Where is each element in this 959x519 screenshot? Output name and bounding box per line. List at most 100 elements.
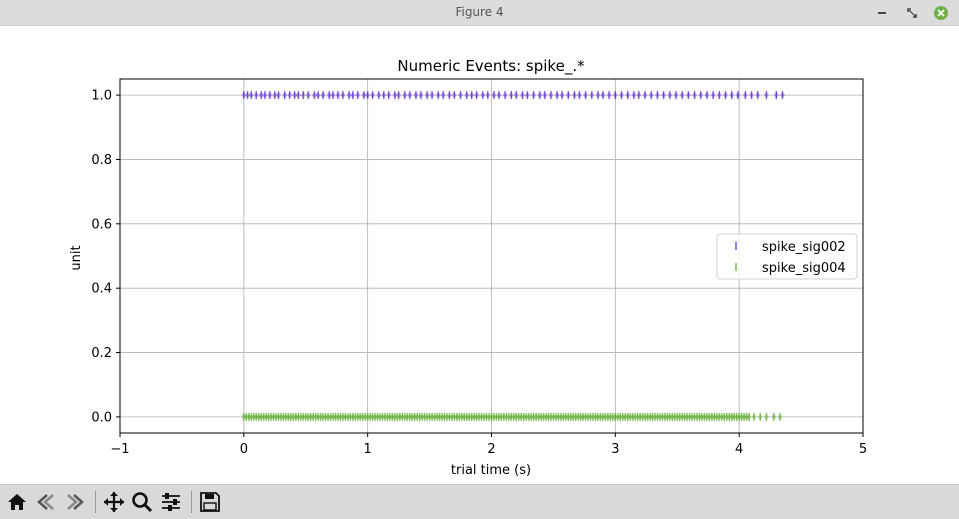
data-point-dot	[298, 414, 303, 420]
data-point-dot	[286, 414, 291, 420]
data-point-dot	[662, 414, 668, 420]
data-point-dot	[276, 92, 281, 98]
data-point-dot	[338, 414, 343, 420]
data-point-dot	[647, 414, 653, 420]
series-spike_sig002	[241, 91, 785, 100]
data-point-dot	[447, 414, 452, 420]
data-point-dot	[578, 414, 583, 420]
data-point-dot	[306, 92, 311, 98]
data-point-dot	[585, 414, 591, 420]
data-point-dot	[251, 414, 256, 420]
data-point-dot	[645, 414, 650, 420]
data-point-dot	[727, 414, 732, 420]
data-point-dot	[744, 414, 749, 420]
data-point-dot	[405, 414, 410, 420]
data-point-dot	[637, 414, 643, 420]
x-tick-label: 0	[240, 442, 248, 457]
data-point-dot	[595, 92, 601, 98]
data-point-dot	[561, 414, 566, 420]
data-point-dot	[469, 414, 474, 420]
data-point-dot	[266, 414, 271, 420]
maximize-button[interactable]	[903, 4, 921, 22]
data-point-dot	[554, 92, 560, 98]
data-point-dot	[608, 414, 613, 420]
data-point-dot	[563, 414, 568, 420]
data-point-dot	[313, 414, 318, 420]
data-point-dot	[407, 92, 412, 98]
data-point-dot	[436, 92, 441, 98]
data-point-dot	[689, 414, 695, 420]
data-point-dot	[330, 414, 336, 420]
minimize-button[interactable]	[873, 4, 891, 22]
data-point-dot	[702, 414, 707, 420]
data-point-dot	[256, 414, 261, 420]
data-point-dot	[603, 414, 608, 420]
data-point-dot	[509, 414, 514, 420]
data-point-dot	[684, 414, 690, 420]
configure-subplots-button[interactable]	[158, 490, 184, 514]
home-button[interactable]	[4, 490, 30, 514]
data-point-dot	[407, 414, 412, 420]
data-point-dot	[296, 414, 301, 420]
data-point-dot	[764, 92, 769, 98]
x-tick-label: 3	[611, 442, 619, 457]
data-point-dot	[618, 414, 623, 420]
data-point-dot	[511, 414, 516, 420]
data-point-dot	[372, 414, 378, 420]
data-point-dot	[469, 92, 474, 98]
data-point-dot	[296, 92, 301, 98]
toolbar-separator	[191, 491, 192, 513]
data-point-dot	[301, 414, 306, 420]
data-point-dot	[471, 414, 477, 420]
data-point-dot	[613, 414, 618, 420]
data-point-dot	[361, 92, 367, 98]
data-point-dot	[764, 414, 769, 420]
data-point-dot	[743, 92, 748, 98]
data-point-dot	[660, 414, 665, 420]
data-point-dot	[739, 414, 744, 420]
data-point-dot	[496, 414, 502, 420]
data-point-dot	[751, 414, 757, 420]
data-point-dot	[687, 414, 692, 420]
back-button[interactable]	[33, 490, 59, 514]
data-point-dot	[655, 92, 660, 98]
data-point-dot	[273, 414, 279, 420]
minimize-icon	[878, 12, 886, 14]
pan-button[interactable]	[101, 490, 127, 514]
series-spike_sig004	[241, 412, 783, 421]
data-point-dot	[694, 414, 700, 420]
window-titlebar[interactable]: Figure 4	[0, 0, 959, 26]
data-point-dot	[424, 92, 430, 98]
data-point-dot	[698, 92, 703, 98]
data-point-dot	[697, 414, 702, 420]
legend: spike_sig002 spike_sig004	[716, 233, 858, 280]
data-point-dot	[350, 92, 356, 98]
forward-button[interactable]	[62, 490, 88, 514]
data-point-dot	[258, 414, 264, 420]
data-point-dot	[474, 414, 479, 420]
data-point-dot	[494, 414, 499, 420]
data-point-dot	[415, 414, 420, 420]
data-point-dot	[632, 414, 638, 420]
zoom-button[interactable]	[129, 490, 155, 514]
data-point-dot	[441, 92, 446, 98]
x-tick-label: −1	[110, 442, 129, 457]
data-point-dot	[323, 414, 328, 420]
data-point-dot	[353, 414, 358, 420]
data-point-dot	[531, 414, 536, 420]
data-point-dot	[276, 414, 281, 420]
data-point-dot	[625, 414, 630, 420]
data-point-dot	[746, 414, 752, 420]
data-point-dot	[519, 414, 524, 420]
move-icon	[104, 492, 124, 512]
data-point-dot	[542, 92, 547, 98]
data-point-dot	[537, 92, 542, 98]
data-point-dot	[328, 414, 333, 420]
save-button[interactable]	[197, 490, 223, 514]
data-point-dot	[613, 92, 618, 98]
figure-canvas[interactable]: −1 0 1 2 3 4 5 0.0 0.2 0.4 0.6 0.8 1.0 Numeric Even…	[0, 26, 959, 484]
close-button[interactable]	[932, 4, 950, 22]
data-point-dot	[244, 414, 249, 420]
data-point-dot	[268, 414, 274, 420]
data-point-dot	[749, 92, 754, 98]
